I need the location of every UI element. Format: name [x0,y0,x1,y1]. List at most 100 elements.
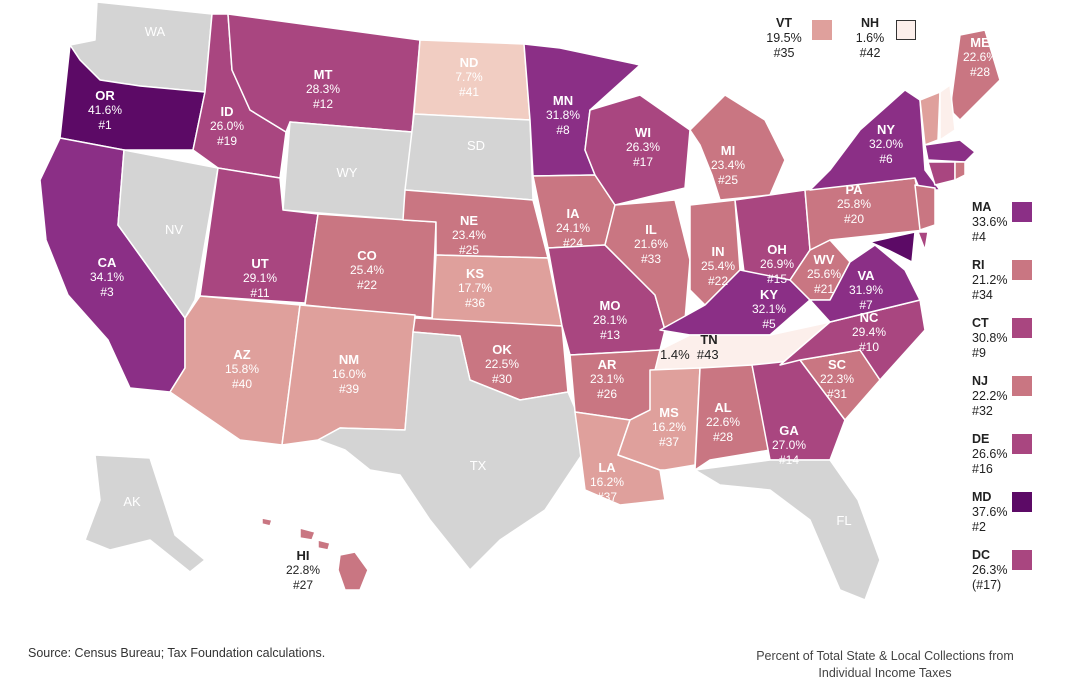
label-OR-abbr: OR [95,88,115,103]
label-AK: AK [123,494,140,509]
label-ND-rank: #41 [458,85,480,99]
state-NY [809,89,941,191]
label-TN-pct: 1.4% [660,347,690,362]
label-IA-abbr: IA [566,206,580,221]
side-item-DC: DC 26.3% (#17) [972,548,1032,593]
label-TN-rank: #43 [696,347,719,362]
label-MI-rank: #25 [717,173,739,187]
state-DE [917,231,929,251]
swatch-NH [896,20,916,40]
label-SC-rank: #31 [826,387,848,401]
label-SD-abbr: SD [466,138,486,153]
label-ME: ME 22.6% #28 [963,35,997,80]
label-NC-pct: 29.4% [851,325,887,339]
label-SC-abbr: SC [827,357,847,372]
callout-VT: VT 19.5% #35 [752,16,816,61]
label-IL-rank: #33 [640,252,662,266]
label-NY-rank: #6 [879,152,893,166]
label-CA-rank: #3 [100,285,114,299]
label-ME-abbr: ME [970,35,990,50]
label-GA-pct: 27.0% [771,438,807,452]
label-AR-abbr: AR [597,357,617,372]
swatch-CT [1012,318,1032,338]
side-item-DE-pct: 26.6% [972,447,1008,461]
label-OH-rank: #15 [766,272,788,286]
label-HI-rank: #27 [292,578,314,592]
label-IA-pct: 24.1% [555,221,591,235]
label-MO-rank: #13 [599,328,621,342]
label-CO: CO 25.4% #22 [350,248,384,293]
label-OH-abbr: OH [767,242,787,257]
label-MS-rank: #37 [658,435,680,449]
label-IA: IA 24.1% #24 [556,206,590,251]
label-CO-abbr: CO [357,248,377,263]
side-item-CT: CT 30.8% #9 [972,316,1032,361]
label-WY-abbr: WY [336,165,358,180]
state-HI [261,517,369,591]
legend-title: Percent of Total State & Local Collectio… [756,649,1014,680]
label-IA-rank: #24 [562,236,584,250]
label-TN: TN 1.4% #43 [660,332,728,362]
label-MN-pct: 31.8% [545,108,581,122]
label-OK-pct: 22.5% [484,357,520,371]
label-IN-pct: 25.4% [700,259,736,273]
label-AL-abbr: AL [714,400,732,415]
state-AK [84,454,206,573]
label-AZ-rank: #40 [231,377,253,391]
label-SD: SD [467,138,485,153]
side-item-RI-pct: 21.2% [972,273,1008,287]
label-MO-pct: 28.1% [592,313,628,327]
side-item-DE-rank: #16 [972,462,993,476]
label-ID-abbr: ID [220,104,234,119]
label-NM-rank: #39 [338,382,360,396]
label-LA-pct: 16.2% [589,475,625,489]
label-NY-pct: 32.0% [868,137,904,151]
label-HI-abbr: HI [296,548,310,563]
side-item-MA-rank: #4 [972,230,986,244]
side-item-RI-rank: #34 [972,288,993,302]
label-NV: NV [165,222,183,237]
label-OK: OK 22.5% #30 [485,342,519,387]
label-MT-rank: #12 [312,97,334,111]
side-item-MD-abbr: MD [972,490,992,504]
label-ME-pct: 22.6% [962,50,998,64]
label-MN-abbr: MN [552,93,574,108]
label-PA-rank: #20 [843,212,865,226]
callout-NH-pct: 1.6% [855,31,885,45]
label-ND-abbr: ND [459,55,479,70]
side-item-NJ-rank: #32 [972,404,993,418]
side-item-DE: DE 26.6% #16 [972,432,1032,477]
label-WA: WA [145,24,165,39]
state-FL [694,459,881,601]
label-IN: IN 25.4% #22 [701,244,735,289]
label-GA: GA 27.0% #14 [772,423,806,468]
state-VT [919,91,941,146]
label-MI-pct: 23.4% [710,158,746,172]
label-AL-rank: #28 [712,430,734,444]
label-UT: UT 29.1% #11 [243,256,277,301]
side-item-NJ: NJ 22.2% #32 [972,374,1032,419]
label-KY-abbr: KY [759,287,779,302]
label-NC-rank: #10 [858,340,880,354]
label-WY: WY [337,165,358,180]
side-item-MD-pct: 37.6% [972,505,1008,519]
label-NE-pct: 23.4% [451,228,487,242]
side-item-RI: RI 21.2% #34 [972,258,1032,303]
label-VA-pct: 31.9% [848,283,884,297]
label-HI-pct: 22.8% [285,563,321,577]
label-MN: MN 31.8% #8 [546,93,580,138]
callout-VT-rank: #35 [773,46,795,60]
label-MN-rank: #8 [556,123,570,137]
label-CA-pct: 34.1% [89,270,125,284]
label-PA-abbr: PA [845,182,863,197]
label-NE-rank: #25 [458,243,480,257]
label-MO-abbr: MO [599,298,621,313]
label-NV-abbr: NV [164,222,184,237]
label-VA-rank: #7 [859,298,873,312]
label-UT-pct: 29.1% [242,271,278,285]
label-AR-pct: 23.1% [589,372,625,386]
label-WV: WV 25.6% #21 [807,252,841,297]
label-OR-pct: 41.6% [87,103,123,117]
state-NH [939,84,956,141]
